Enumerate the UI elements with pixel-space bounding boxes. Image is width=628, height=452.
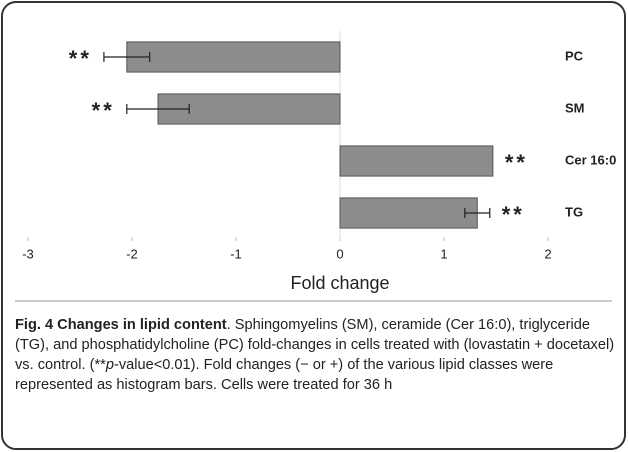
x-tick-label: -1 — [230, 246, 242, 261]
y-tick-label: PC — [565, 48, 584, 63]
x-tick-label: -3 — [22, 246, 34, 261]
bar — [339, 197, 478, 229]
significance: ** — [69, 46, 92, 71]
x-tick-label: 0 — [336, 246, 343, 261]
error-bar — [103, 52, 151, 62]
caption-title: Fig. 4 Changes in lipid content — [15, 317, 227, 333]
significance: ** — [92, 98, 115, 123]
error-bar — [464, 208, 491, 218]
x-tick-label: 1 — [440, 246, 447, 261]
caption-italic: p — [105, 357, 114, 373]
significance: ** — [502, 202, 525, 227]
x-axis-label: Fold change — [290, 273, 389, 293]
bar — [126, 41, 341, 73]
x-tick-label: -2 — [126, 246, 138, 261]
x-tick-label: 2 — [544, 246, 551, 261]
y-tick-label: SM — [565, 100, 585, 115]
error-bar — [126, 104, 190, 114]
bar — [339, 145, 494, 177]
caption-text: . Sphingomyelins (SM), ceramide (Cer 16:… — [15, 317, 615, 373]
y-tick-label: TG — [565, 204, 583, 219]
caption: Fig. 4 Changes in lipid content. Sphingo… — [15, 315, 615, 395]
y-tick-label: Cer 16:0 — [565, 152, 616, 167]
caption-text: -value<0.01). Fold changes (− or +) of t… — [15, 357, 554, 393]
significance: ** — [505, 150, 528, 175]
